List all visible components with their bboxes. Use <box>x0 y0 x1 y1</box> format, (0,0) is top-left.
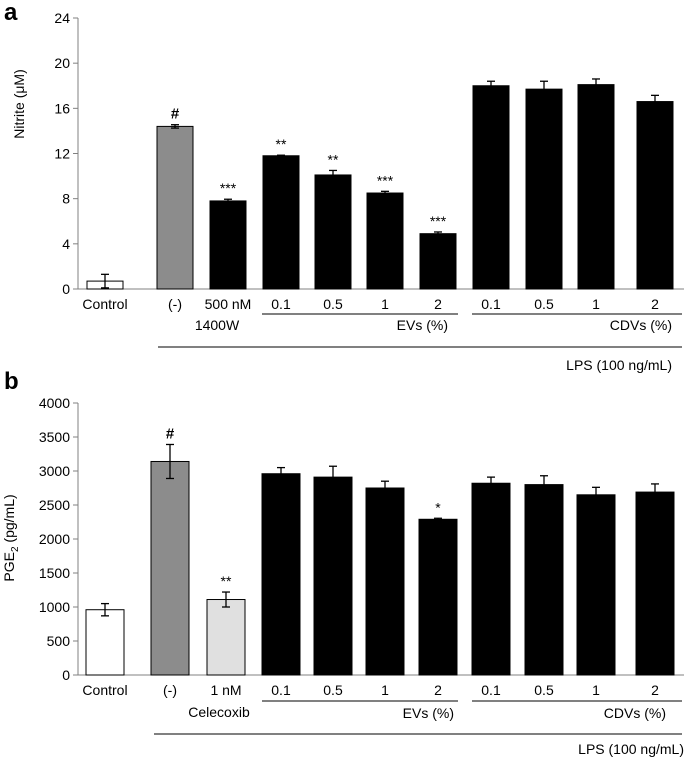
panel-a-category-label: 1 <box>592 296 600 312</box>
panel-a-category-label: 0.1 <box>481 296 501 312</box>
panel-a-y-tick-label: 24 <box>54 10 70 26</box>
panel-b-bar <box>418 518 458 676</box>
panel-a-category-label: Control <box>82 296 127 312</box>
panel-a-significance-mark: *** <box>220 180 237 196</box>
panel-a-lps-label: LPS (100 ng/mL) <box>566 357 672 373</box>
panel-a-significance-mark: # <box>171 106 180 123</box>
panel-b-y-tick-label: 2500 <box>39 497 70 513</box>
panel-a-bar <box>209 200 247 290</box>
panel-a-y-tick-label: 20 <box>54 55 70 71</box>
panel-a-significance-mark: *** <box>430 213 447 229</box>
panel-a-bar <box>366 192 404 290</box>
panel-b-bar <box>635 491 675 676</box>
panel-a-significance-mark: ** <box>276 136 287 152</box>
panel-b-category-label: Control <box>82 682 127 698</box>
panel-a-y-tick-label: 4 <box>62 236 70 252</box>
panel-a-category-label: 0.5 <box>323 296 343 312</box>
panel-a-y-tick-label: 12 <box>54 146 70 162</box>
panel-b-y-tick-label: 2000 <box>39 531 70 547</box>
panel-b-category-label: 1 nM <box>210 682 241 698</box>
panel-a-cdvs-label: CDVs (%) <box>610 317 672 333</box>
panel-b-category-label: 1 <box>381 682 389 698</box>
panel-b-category-label: 2 <box>651 682 659 698</box>
panel-a-significance-mark: ** <box>328 151 339 167</box>
panel-a-category-label: 1 <box>381 296 389 312</box>
panel-b-lps-label: LPS (100 ng/mL) <box>578 741 684 757</box>
panel-a-y-label: Nitrite (μM) <box>11 69 27 139</box>
panel-b-category-label: 0.5 <box>534 682 554 698</box>
panel-a-bar <box>636 101 674 290</box>
panel-a-y-tick-label: 8 <box>62 191 70 207</box>
panel-a-bar <box>577 84 615 290</box>
panel-b-y-tick-label: 500 <box>47 633 71 649</box>
panel-b-category-label: 0.1 <box>481 682 501 698</box>
panel-b-significance-mark: ** <box>221 573 232 589</box>
panel-b-bar <box>85 609 125 676</box>
panel-a-category-label: 500 nM <box>205 296 252 312</box>
panel-a-bar <box>525 88 563 290</box>
panel-b-significance-mark: * <box>435 499 441 515</box>
panel-a-label: a <box>4 0 18 26</box>
panel-b-category-label: (-) <box>163 682 177 698</box>
panel-a-y-tick-label: 0 <box>62 281 70 297</box>
panel-b-bar <box>206 599 246 676</box>
panel-a-y-tick-label: 16 <box>54 100 70 116</box>
panel-b-category-label: 0.5 <box>323 682 343 698</box>
panel-a-category-label: (-) <box>168 296 182 312</box>
panel-b-category-label: 2 <box>434 682 442 698</box>
panel-b-y-tick-label: 3500 <box>39 429 70 445</box>
panel-b-y-tick-label: 1000 <box>39 599 70 615</box>
panel-b-y-tick-label: 1500 <box>39 565 70 581</box>
panel-b-y-tick-label: 0 <box>62 667 70 683</box>
panel-b-y-tick-label: 3000 <box>39 463 70 479</box>
panel-a-category-label: 2 <box>434 296 442 312</box>
panel-a-evs-label: EVs (%) <box>397 317 448 333</box>
panel-b-bar <box>524 484 564 676</box>
panel-b-bar <box>365 487 405 676</box>
panel-b-bar <box>261 473 301 676</box>
panel-a: a Nitrite (μM) 1400W EVs (%) CDVs (%) LP… <box>4 0 684 373</box>
panel-a-bar <box>262 155 300 290</box>
panel-b-y-tick-label: 4000 <box>39 395 70 411</box>
panel-b: b PGE2 (pg/mL) Celecoxib EVs (%) CDVs (%… <box>1 368 684 757</box>
panel-a-category-label: 2 <box>651 296 659 312</box>
panel-b-cdvs-label: CDVs (%) <box>604 705 666 721</box>
panel-b-evs-label: EVs (%) <box>403 705 454 721</box>
panel-b-bar <box>576 494 616 676</box>
panel-b-inhibitor-label: Celecoxib <box>188 704 250 720</box>
panel-a-category-label: 0.5 <box>534 296 554 312</box>
panel-b-bar <box>471 482 511 676</box>
panel-a-inhibitor-label: 1400W <box>195 317 240 333</box>
panel-a-bar <box>419 233 457 290</box>
panel-b-category-label: 1 <box>592 682 600 698</box>
panel-b-significance-mark: # <box>166 425 175 442</box>
panel-b-bar <box>313 476 353 676</box>
panel-a-significance-mark: *** <box>377 172 394 188</box>
panel-b-y-label: PGE2 (pg/mL) <box>1 494 21 581</box>
panel-a-bar <box>156 125 194 290</box>
panel-a-bar <box>314 174 352 290</box>
panel-a-category-label: 0.1 <box>271 296 291 312</box>
panel-b-category-label: 0.1 <box>271 682 291 698</box>
panel-b-bar <box>150 460 190 676</box>
panel-b-label: b <box>4 368 19 395</box>
panel-a-bar <box>472 85 510 290</box>
